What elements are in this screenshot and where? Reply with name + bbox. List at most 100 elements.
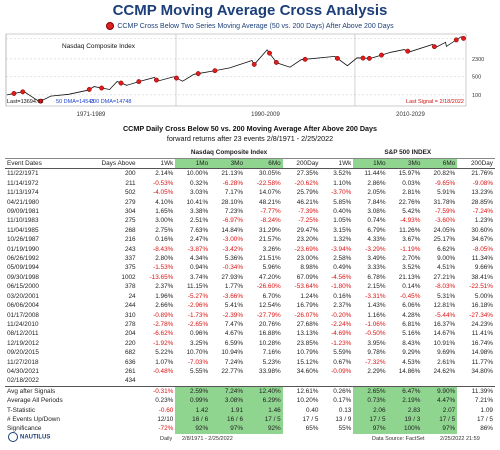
table-cell: 14.84%: [221, 226, 244, 234]
table-cell: [175, 376, 210, 386]
table-cell: 1.96%: [155, 292, 174, 300]
table-cell: 5.96%: [262, 264, 281, 272]
table-cell: 22.76%: [398, 198, 421, 206]
table-cell: 7.24%: [224, 358, 244, 366]
signal-marker: [431, 44, 437, 50]
table-cell: -5.27%: [187, 292, 209, 300]
table-cell: 16 / 6: [210, 414, 246, 425]
table-cell: 23.85%: [296, 339, 319, 347]
table-cell: [353, 376, 387, 386]
table-cell: -72%: [158, 425, 174, 433]
table-cell: 9.66%: [474, 264, 493, 272]
table-cell: 3.49%: [367, 255, 386, 263]
table-cell: 5.41%: [224, 302, 244, 310]
table-row: 09/30/1998 1002 -13.65% 3.74% 27.93% 47.20% 67…: [5, 273, 495, 282]
table-cell: 86%: [480, 425, 493, 433]
table-cell: 434: [124, 377, 136, 385]
table-cell: 682: [124, 349, 136, 357]
returns-table: Nasdaq Composite Index S&P 500 INDEX Eve…: [5, 148, 495, 434]
table-cell: 27.68%: [296, 320, 319, 328]
table-cell: [86, 424, 138, 433]
table-cell: 21.51%: [259, 255, 281, 263]
table-cell: 204: [124, 330, 136, 338]
table-cell: 20.82%: [433, 170, 456, 178]
event-date-cell: 03/20/2001: [7, 292, 39, 300]
event-date-cell: 09/30/1998: [7, 273, 39, 281]
y-tick-label: 2300: [472, 57, 484, 63]
table-cell: 0.40: [306, 406, 319, 414]
table-cell: 1.23%: [474, 217, 493, 225]
column-header: 3Mo: [210, 158, 246, 170]
column-header: 200Day: [282, 158, 321, 170]
table-cell: 16.88%: [259, 330, 281, 338]
table-cell: 3.08%: [367, 208, 386, 216]
table-cell: -7.32%: [365, 358, 386, 366]
signal-marker-icon: [106, 22, 115, 30]
event-date-cell: 06/06/2004: [7, 302, 39, 310]
table-cell: [138, 376, 176, 386]
table-cell: 2.86%: [367, 179, 386, 187]
table-row: 11/22/1971 200 2.14% 10.00% 21.13% 30.05% 27.3…: [5, 169, 495, 179]
signal-marker: [195, 71, 201, 77]
table-row: 06/06/2004 244 2.66% -2.96% 5.41% 12.54% 16.79…: [5, 301, 495, 310]
table-cell: -1.53%: [153, 264, 174, 272]
table-cell: 378: [124, 283, 136, 291]
table-cell: 2.07: [422, 405, 458, 415]
table-cell: 13.23%: [471, 189, 493, 197]
table-cell: 24.23%: [471, 320, 493, 328]
signal-marker: [86, 87, 92, 92]
table-cell: 502: [124, 189, 136, 197]
signal-marker: [251, 61, 257, 67]
footer-daily: Daily: [160, 436, 173, 442]
table-cell: 29.47%: [296, 226, 319, 234]
table-cell: 13.13%: [296, 330, 319, 338]
signal-marker: [461, 35, 466, 41]
table-cell: 0.14%: [402, 283, 421, 291]
table-cell: 2.51%: [190, 217, 209, 225]
signal-marker: [99, 85, 105, 91]
table-cell: 1002: [121, 273, 136, 281]
table-cell: -1.92%: [153, 339, 174, 347]
table-cell: -0.34%: [222, 264, 244, 272]
signal-marker: [267, 50, 272, 56]
column-header: 1Wk: [137, 158, 176, 170]
table-cell: 17 / 5: [477, 415, 493, 423]
table-cell: 24: [128, 292, 136, 300]
table-cell: 3.52%: [333, 170, 352, 178]
table-cell: -2.24%: [331, 320, 352, 328]
event-date-cell: 11/22/1971: [7, 170, 39, 178]
table-cell: -1.80%: [331, 283, 352, 291]
event-date-cell: 05/09/1994: [7, 264, 39, 272]
table-cell: 47.20%: [259, 273, 281, 281]
x-tick-label: 2010-2029: [396, 112, 425, 118]
table-cell: 2.19%: [387, 396, 423, 406]
table-row: 01/19/1990 243 -8.43% -3.87% -3.42% 3.26% -23.…: [5, 245, 495, 254]
table-cell: 9.90%: [422, 385, 458, 397]
table-cell: 278: [124, 320, 136, 328]
table-cell: 19 / 3: [387, 414, 423, 425]
table-cell: 0.74%: [367, 217, 386, 225]
column-header: 1Mo: [175, 158, 211, 170]
table-cell: 5.00%: [474, 292, 493, 300]
table-cell: -0.50%: [365, 330, 386, 338]
table-cell: 200: [124, 170, 136, 178]
signal-marker: [38, 98, 44, 104]
table-cell: 1.16%: [367, 311, 386, 319]
table-cell: 2.06: [353, 405, 388, 415]
table-cell: 10.91%: [433, 339, 456, 347]
table-cell: -2.39%: [222, 311, 244, 319]
table-row: 11/14/1972 211 -0.53% 0.32% -6.28% -22.58% -20…: [5, 179, 495, 188]
table-cell: 0.23%: [155, 397, 174, 405]
table-cell: 1.07%: [155, 358, 174, 366]
signal-marker: [11, 91, 17, 96]
table-cell: 220: [124, 339, 136, 347]
table-cell: -1.06%: [365, 320, 386, 328]
table-cell: 10.00%: [186, 170, 209, 178]
table-cell: -1.19%: [400, 245, 421, 253]
table-cell: 3.38%: [190, 208, 209, 216]
table-cell: 0.67%: [333, 358, 352, 366]
table-cell: 6.70%: [262, 292, 281, 300]
table-cell: -3.87%: [187, 245, 209, 253]
table-cell: -8.43%: [153, 245, 174, 253]
table-cell: 4.53%: [402, 358, 421, 366]
